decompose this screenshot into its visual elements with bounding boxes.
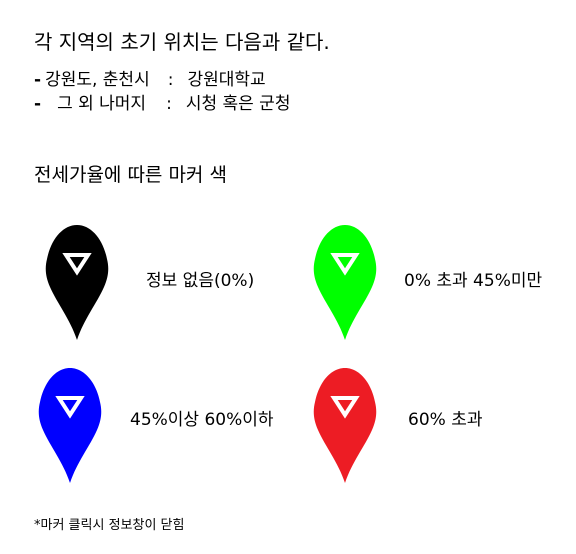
- location-region: 강원도, 춘천시: [45, 70, 150, 90]
- marker-body: [38, 368, 102, 483]
- location-separator: :: [167, 70, 174, 90]
- legend-label-over-60: 60% 초과: [408, 410, 483, 430]
- location-line-chuncheon: - 강원도, 춘천시: 강원대학교: [34, 65, 266, 90]
- location-region: 그 외 나머지: [57, 94, 147, 114]
- legend-heading: 전세가율에 따른 마커 색: [34, 164, 227, 186]
- marker-triangle: [330, 396, 360, 419]
- map-pin-icon-green: [313, 225, 377, 340]
- marker-triangle: [330, 253, 360, 276]
- legend-label-under-45: 0% 초과 45%미만: [404, 271, 543, 291]
- intro-heading: 각 지역의 초기 위치는 다음과 같다.: [34, 30, 330, 54]
- location-place: 강원대학교: [187, 70, 266, 90]
- marker-body: [45, 225, 109, 340]
- footnote: *마커 클릭시 정보창이 닫힘: [34, 518, 185, 533]
- marker-body: [313, 368, 377, 483]
- location-separator: :: [166, 94, 172, 114]
- bullet-dash: -: [34, 94, 42, 114]
- marker-triangle: [62, 253, 92, 276]
- map-pin-icon-blue: [38, 368, 102, 483]
- legend-label-45-to-60: 45%이상 60%이하: [130, 410, 274, 430]
- marker-triangle: [55, 396, 85, 419]
- map-pin-icon-black: [45, 225, 109, 340]
- location-place: 시청 혹은 군청: [185, 94, 291, 114]
- bullet-dash: -: [34, 70, 42, 90]
- location-line-others: -그 외 나머지: 시청 혹은 군청: [34, 89, 290, 114]
- marker-body: [313, 225, 377, 340]
- map-pin-icon-red: [313, 368, 377, 483]
- legend-label-no-data: 정보 없음(0%): [146, 271, 255, 291]
